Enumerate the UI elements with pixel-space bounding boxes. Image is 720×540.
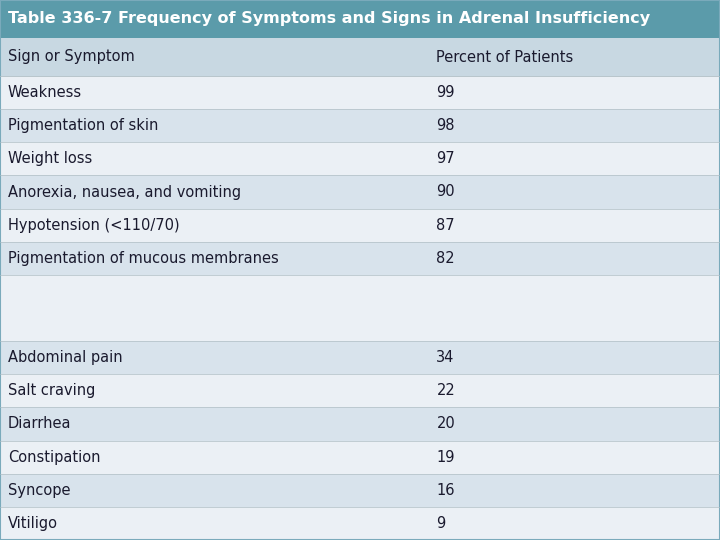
Text: Percent of Patients: Percent of Patients (436, 50, 574, 64)
Bar (0, 109, 720, 142)
Text: 22: 22 (436, 383, 455, 399)
Text: Anorexia, nausea, and vomiting: Anorexia, nausea, and vomiting (8, 185, 241, 199)
Text: 90: 90 (436, 185, 455, 199)
Bar (0, 441, 720, 474)
Text: Vitiligo: Vitiligo (8, 516, 58, 531)
Text: Weight loss: Weight loss (8, 151, 92, 166)
Text: 99: 99 (436, 85, 455, 100)
Bar (0, 275, 720, 341)
Text: Hypotension (<110/70): Hypotension (<110/70) (8, 218, 179, 233)
Text: 16: 16 (436, 483, 455, 498)
Bar (0, 242, 720, 275)
Bar (0, 341, 720, 374)
Text: 19: 19 (436, 450, 455, 464)
Bar (0, 507, 720, 540)
Text: Pigmentation of skin: Pigmentation of skin (8, 118, 158, 133)
Bar (0, 407, 720, 441)
Text: Syncope: Syncope (8, 483, 71, 498)
Text: Weakness: Weakness (8, 85, 82, 100)
Bar (0, 142, 720, 176)
Text: Diarrhea: Diarrhea (8, 416, 71, 431)
Bar (0, 176, 720, 208)
Text: 97: 97 (436, 151, 455, 166)
Text: 82: 82 (436, 251, 455, 266)
Bar (0, 208, 720, 242)
Bar (0, 474, 720, 507)
Bar (0, 374, 720, 407)
Text: Sign or Symptom: Sign or Symptom (8, 50, 135, 64)
Text: Constipation: Constipation (8, 450, 101, 464)
Bar (0, 38, 720, 76)
Text: Table 336-7 Frequency of Symptoms and Signs in Adrenal Insufficiency: Table 336-7 Frequency of Symptoms and Si… (8, 11, 650, 26)
Bar (0, 0, 720, 38)
Text: Pigmentation of mucous membranes: Pigmentation of mucous membranes (8, 251, 279, 266)
Bar (0, 76, 720, 109)
Text: 20: 20 (436, 416, 455, 431)
Text: 98: 98 (436, 118, 455, 133)
Text: Abdominal pain: Abdominal pain (8, 350, 122, 365)
Text: Salt craving: Salt craving (8, 383, 95, 399)
Text: 87: 87 (436, 218, 455, 233)
Text: 34: 34 (436, 350, 455, 365)
Text: 9: 9 (436, 516, 446, 531)
